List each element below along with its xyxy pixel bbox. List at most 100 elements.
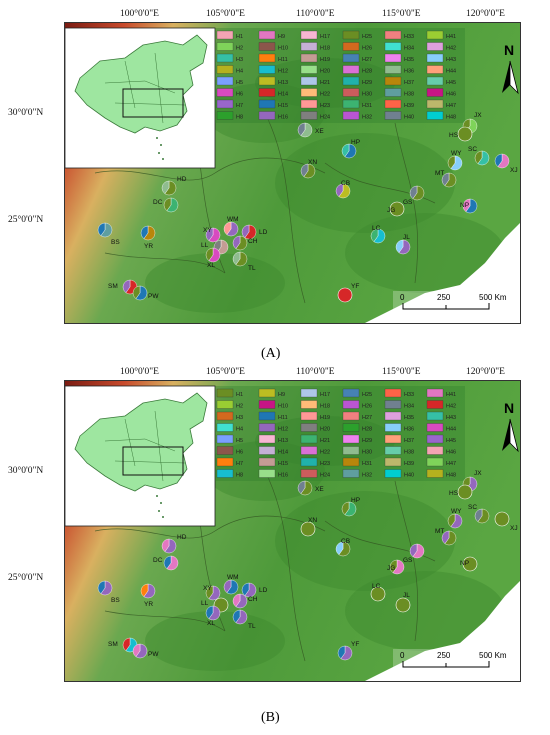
- legend-label: H34: [404, 404, 414, 410]
- site-pie-yf: YF: [337, 641, 359, 661]
- site-label: CH: [248, 238, 258, 245]
- map-svg: H1 H2 H3 H4 H5 H6 H7 H8 H9 H10 H11 H12 H13 H14 H15 H16 H…: [65, 381, 520, 681]
- site-label: XE: [315, 486, 324, 493]
- legend-label: H36: [404, 427, 414, 433]
- legend-swatch: [258, 469, 276, 478]
- pie-slice: [303, 163, 316, 179]
- site-label: JX: [474, 470, 482, 477]
- site-pie-ld: LD: [241, 582, 268, 598]
- site-label: LC: [372, 225, 381, 232]
- site-label: JX: [474, 112, 482, 119]
- legend-swatch: [216, 76, 234, 86]
- legend-swatch: [216, 434, 234, 444]
- lowland-shade: [255, 58, 395, 108]
- site-label: DC: [153, 199, 163, 206]
- legend-label: H44: [446, 427, 456, 433]
- pie-slice: [444, 530, 457, 546]
- legend-swatch: [342, 388, 360, 398]
- site-label: TL: [248, 623, 256, 630]
- pie-slice: [208, 227, 221, 243]
- pie-slice: [340, 645, 353, 661]
- pie-slice: [235, 235, 248, 251]
- pie-slice: [135, 643, 148, 659]
- svg-text:250: 250: [437, 651, 451, 660]
- lowland-shade: [345, 571, 505, 651]
- lon-label: 115°0'0"E: [382, 367, 421, 377]
- legend-swatch: [384, 411, 402, 421]
- site-pie-xl: XL: [205, 247, 221, 269]
- legend-label: H1: [236, 34, 243, 40]
- site-label: WY: [451, 508, 462, 515]
- site-label: GS: [403, 199, 413, 206]
- legend-label: H21: [320, 438, 330, 444]
- pie-slice: [223, 579, 232, 593]
- legend-swatch: [258, 457, 276, 467]
- legend-label: H18: [320, 404, 330, 410]
- legend-label: H48: [446, 473, 456, 479]
- site-label: WM: [227, 216, 239, 223]
- svg-text:500 Km: 500 Km: [479, 651, 507, 660]
- legend-swatch: [426, 99, 444, 109]
- site-label: XJ: [510, 167, 518, 174]
- province-boundary: [94, 515, 326, 539]
- pie-slice: [232, 609, 241, 623]
- legend-label: H18: [320, 46, 330, 52]
- pie-slice: [297, 122, 306, 136]
- pie-slice: [457, 126, 473, 142]
- site-pie-wy: WY: [447, 508, 463, 529]
- site-label: LD: [259, 587, 268, 594]
- legend-label: H11: [278, 415, 288, 421]
- legend-swatch: [342, 88, 360, 97]
- site-label: WM: [227, 574, 239, 581]
- pie-slice: [335, 541, 344, 555]
- site-pie-xn: XN: [300, 517, 317, 537]
- legend-swatch: [426, 400, 444, 409]
- site-pie-xe: XE: [297, 122, 324, 138]
- pie-slice: [226, 221, 239, 237]
- pie-slice: [205, 227, 214, 241]
- pie-slice: [297, 480, 306, 494]
- pie-slice: [337, 287, 353, 303]
- legend-label: H43: [446, 415, 456, 421]
- legend-label: H35: [404, 415, 414, 421]
- site-label: XE: [315, 128, 324, 135]
- legend-label: H40: [404, 473, 414, 479]
- pie-slice: [164, 180, 177, 196]
- legend-label: H7: [236, 103, 243, 109]
- pie-slice: [412, 543, 425, 559]
- site-label: LC: [372, 583, 381, 590]
- legend-label: H5: [236, 80, 243, 86]
- legend-label: H2: [236, 46, 243, 52]
- legend-swatch: [342, 423, 360, 432]
- pie-slice: [244, 582, 257, 598]
- legend-swatch: [384, 434, 402, 444]
- site-label: HP: [351, 139, 360, 146]
- site-label: SM: [108, 283, 118, 290]
- legend-swatch: [342, 53, 360, 63]
- pie-slice: [494, 511, 510, 527]
- china-inset: [65, 27, 216, 169]
- site-pie-xe: XE: [297, 480, 324, 496]
- legend-label: H34: [404, 46, 414, 52]
- site-label: NP: [460, 560, 469, 567]
- site-label: HD: [177, 534, 187, 541]
- legend-swatch: [426, 434, 444, 444]
- legend-swatch: [342, 411, 360, 421]
- pie-slice: [132, 643, 141, 657]
- legend-label: H11: [278, 57, 288, 63]
- site-label: YR: [144, 243, 153, 250]
- china-outline: [74, 392, 208, 492]
- lowland-shade: [145, 611, 285, 671]
- legend-label: H22: [320, 92, 330, 98]
- legend-swatch: [258, 388, 276, 398]
- study-area-box: [122, 88, 184, 118]
- legend-label: H46: [446, 450, 456, 456]
- site-pie-wm: WM: [223, 574, 239, 595]
- province-boundary: [264, 112, 306, 304]
- pie-slice: [235, 251, 248, 267]
- pie-slice: [241, 582, 250, 596]
- lowland-shade: [145, 253, 285, 313]
- pie-slice: [370, 228, 379, 242]
- legend-swatch: [258, 88, 276, 97]
- site-pie-gs: GS: [403, 185, 425, 206]
